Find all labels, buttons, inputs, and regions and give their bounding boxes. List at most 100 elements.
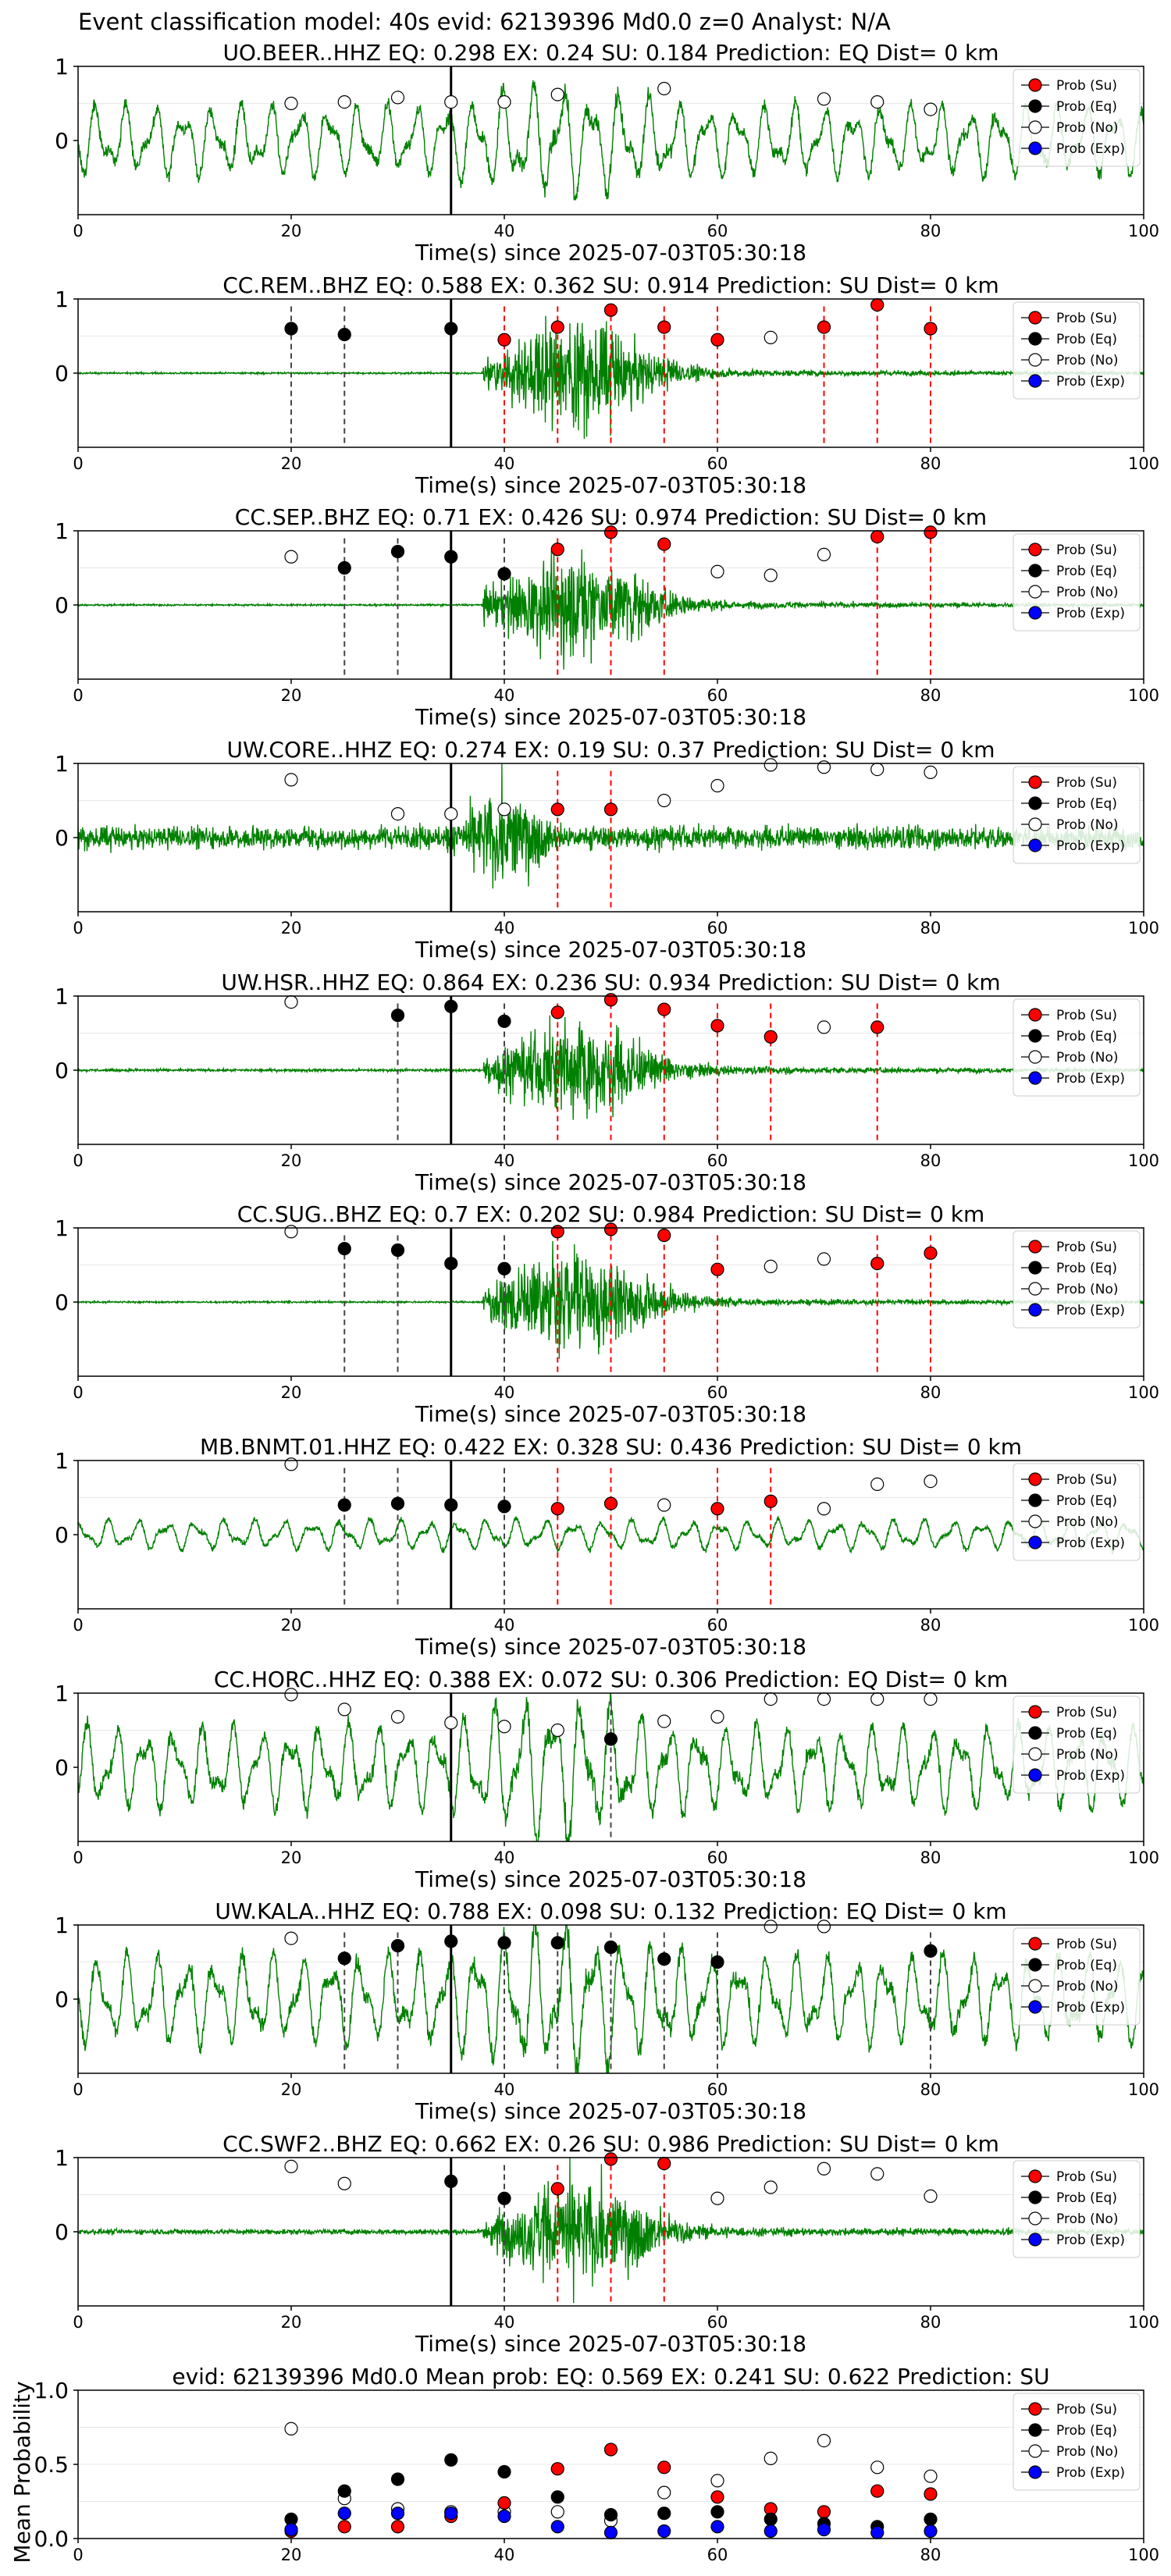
x-tick-label: 40 <box>494 686 515 705</box>
point-eq <box>603 1732 618 1746</box>
panel-2: CC.SEP..BHZ EQ: 0.71 EX: 0.426 SU: 0.974… <box>55 504 1159 730</box>
panel-7: CC.HORC..HHZ EQ: 0.388 EX: 0.072 SU: 0.3… <box>55 1667 1159 1892</box>
legend-label: Prob (No) <box>1056 585 1119 600</box>
x-tick-label: 100 <box>1128 686 1159 705</box>
x-tick-label: 100 <box>1128 2313 1159 2332</box>
x-tick-label: 100 <box>1128 1616 1159 1635</box>
point-su <box>550 1502 564 1516</box>
legend-label: Prob (Su) <box>1056 1705 1117 1720</box>
point-exp <box>337 2507 351 2521</box>
legend-marker-exp <box>1028 2465 1042 2479</box>
x-tick-label: 40 <box>494 2313 515 2332</box>
legend-label: Prob (No) <box>1056 2444 1119 2460</box>
y-tick-label: 1 <box>55 751 69 777</box>
x-tick-label: 20 <box>281 222 302 240</box>
point-no <box>817 92 831 106</box>
point-no <box>870 1692 884 1706</box>
x-tick-label: 40 <box>494 1616 515 1635</box>
point-no <box>710 564 724 578</box>
legend-label: Prob (Exp) <box>1056 141 1125 157</box>
x-tick-label: 40 <box>494 1383 515 1402</box>
legend-marker-no <box>1028 353 1042 367</box>
x-tick-label: 60 <box>707 686 728 705</box>
point-no <box>710 2474 724 2488</box>
point-su <box>710 1502 724 1516</box>
legend-marker-no <box>1028 2211 1042 2226</box>
panel-title: evid: 62139396 Md0.0 Mean prob: EQ: 0.56… <box>172 2364 1049 2389</box>
point-no <box>710 2191 724 2205</box>
legend-box <box>1013 2160 1141 2258</box>
point-su <box>657 320 671 334</box>
point-su <box>657 1228 671 1243</box>
point-su <box>337 2520 351 2534</box>
point-eq <box>444 322 458 336</box>
waveform-line <box>78 315 1144 439</box>
x-tick-label: 80 <box>920 1151 941 1170</box>
x-axis-label: Time(s) since 2025-07-03T05:30:18 <box>415 240 806 265</box>
waveform-line <box>78 763 1144 889</box>
x-tick-label: 100 <box>1128 222 1159 240</box>
y-tick-label: 0 <box>55 361 69 386</box>
legend-marker-su <box>1028 78 1042 92</box>
point-exp <box>603 2525 618 2539</box>
point-no <box>817 547 831 562</box>
point-no <box>817 1252 831 1266</box>
point-eq <box>444 1256 458 1271</box>
point-no <box>284 1457 298 1471</box>
legend: Prob (Su) Prob (Eq) Prob (No) Prob (Exp) <box>1013 533 1141 632</box>
legend-label: Prob (No) <box>1056 1747 1119 1763</box>
legend-marker-eq <box>1028 1958 1042 1972</box>
point-no <box>337 2176 351 2190</box>
panel-title: UW.CORE..HHZ EQ: 0.274 EX: 0.19 SU: 0.37… <box>226 737 995 763</box>
y-tick-label: 1 <box>55 518 69 544</box>
y-tick-label: 1 <box>55 286 69 312</box>
legend-label: Prob (Su) <box>1056 311 1117 326</box>
panel-0: UO.BEER..HHZ EQ: 0.298 EX: 0.24 SU: 0.18… <box>55 40 1159 265</box>
point-no <box>284 1225 298 1239</box>
x-tick-label: 60 <box>707 919 728 938</box>
point-no <box>870 2167 884 2181</box>
legend-marker-su <box>1028 1705 1042 1719</box>
y-tick-label: 0 <box>55 825 69 851</box>
x-tick-label: 0 <box>73 686 83 705</box>
point-eq <box>550 2490 564 2504</box>
point-su <box>603 525 618 539</box>
point-eq <box>337 1241 351 1256</box>
point-no <box>924 2189 938 2203</box>
point-su <box>924 525 938 539</box>
legend-label: Prob (Eq) <box>1056 332 1117 347</box>
x-axis-label: Time(s) since 2025-07-03T05:30:18 <box>415 2098 806 2124</box>
legend: Prob (Su) Prob (Eq) Prob (No) Prob (Exp) <box>1013 2393 1141 2491</box>
point-su <box>924 1246 938 1260</box>
legend-label: Prob (Exp) <box>1056 374 1125 390</box>
point-no <box>337 95 351 109</box>
point-no <box>870 95 884 109</box>
x-tick-label: 20 <box>281 2080 302 2099</box>
panel-8: UW.KALA..HHZ EQ: 0.788 EX: 0.098 SU: 0.1… <box>55 1898 1159 2124</box>
legend-marker-eq <box>1028 1726 1042 1740</box>
x-tick-label: 0 <box>73 454 83 473</box>
x-tick-label: 60 <box>707 1848 728 1867</box>
point-eq <box>390 2472 405 2486</box>
point-no <box>870 1477 884 1492</box>
point-eq <box>497 2191 511 2205</box>
point-su <box>870 1256 884 1271</box>
point-eq <box>337 328 351 342</box>
waveform-line <box>78 2158 1144 2304</box>
point-su <box>817 2505 831 2519</box>
point-exp <box>444 2507 458 2521</box>
x-tick-label: 80 <box>920 686 941 705</box>
x-tick-label: 0 <box>73 1616 83 1635</box>
x-tick-label: 80 <box>920 1383 941 1402</box>
point-exp <box>870 2525 884 2539</box>
point-eq <box>390 544 405 559</box>
y-tick-label: 0 <box>55 1755 69 1781</box>
y-tick-label: 0 <box>55 592 69 618</box>
legend-box <box>1013 766 1141 864</box>
point-no <box>924 102 938 116</box>
legend-label: Prob (Su) <box>1056 1240 1117 1255</box>
legend-marker-eq <box>1028 99 1042 113</box>
legend-label: Prob (Eq) <box>1056 1958 1117 1973</box>
point-eq <box>284 322 298 336</box>
